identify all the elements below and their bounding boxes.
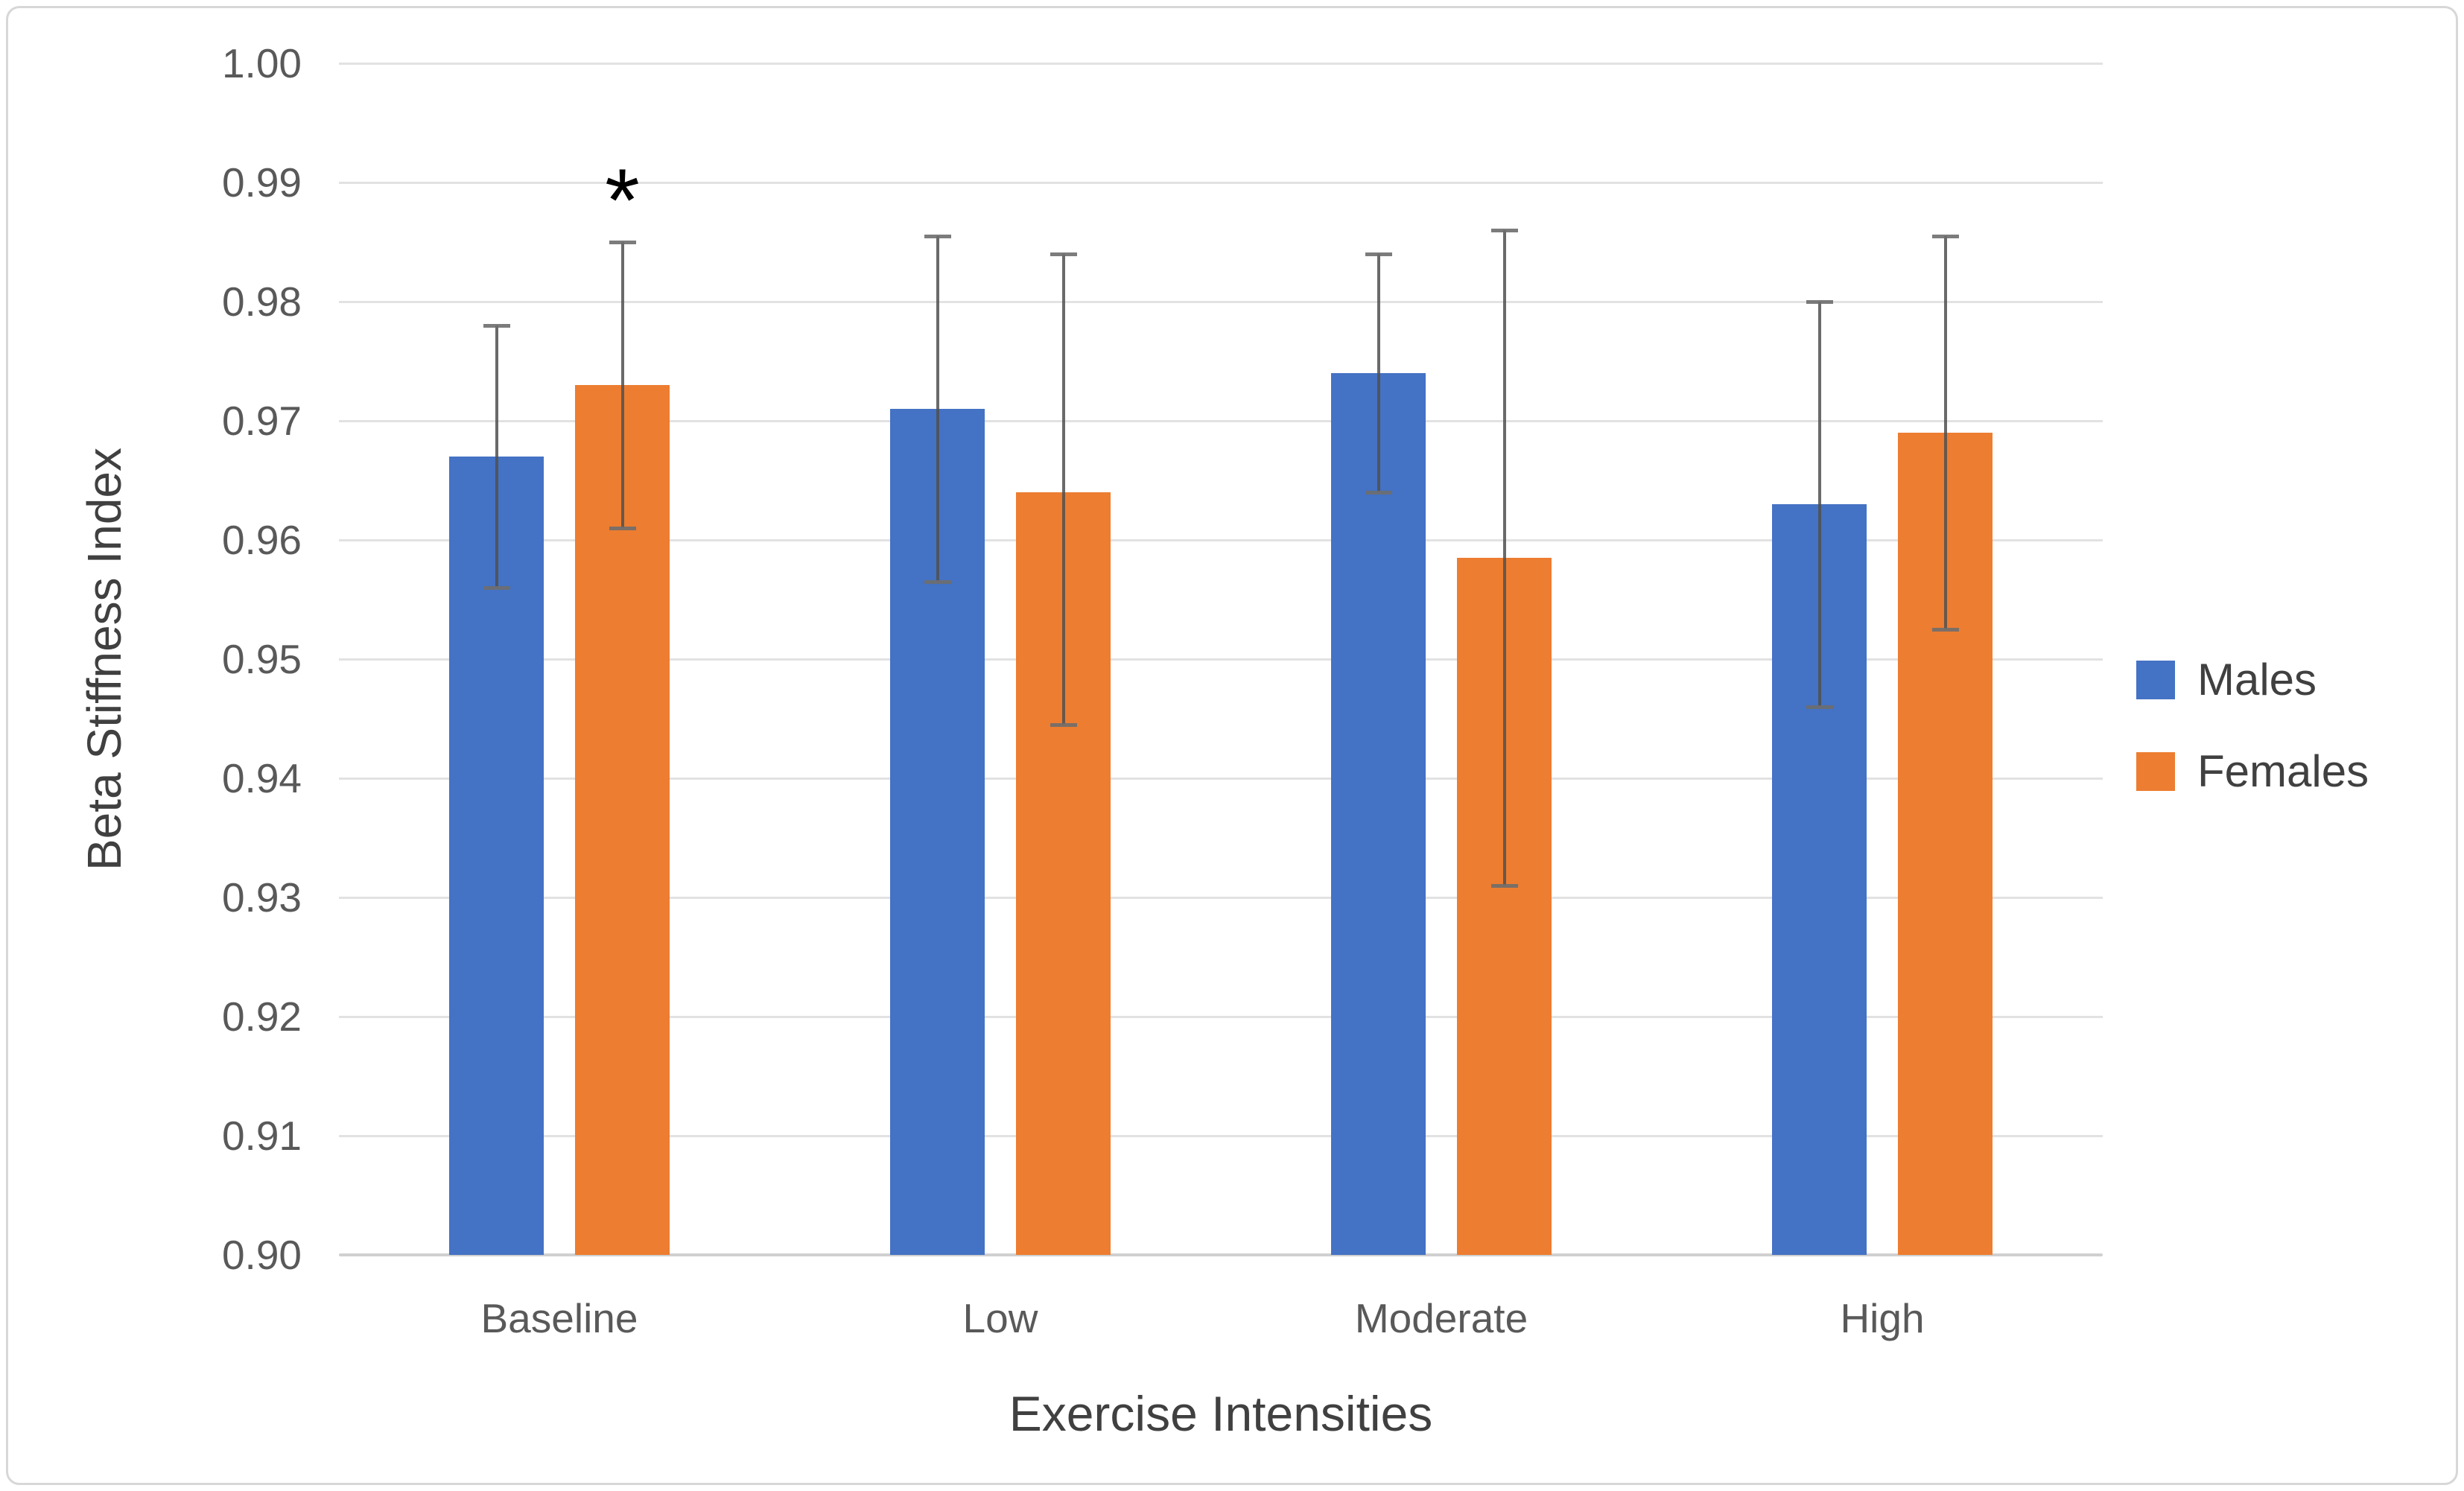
legend-label-females: Females [2197,746,2369,796]
error-bar-line [1943,236,1947,629]
y-tick-label: 0.92 [221,994,302,1040]
gridline-0.97 [339,419,2103,422]
gridline-0.99 [339,181,2103,184]
error-bar-cap-bottom [1050,723,1077,727]
error-bar-cap-top [1806,300,1833,304]
error-bar-cap-top [1931,235,1959,238]
plot-area [339,62,2103,1256]
y-tick-label: 1.00 [221,40,302,86]
y-tick-label: 0.94 [221,755,302,801]
error-bar-cap-bottom [1806,705,1833,709]
y-tick-label: 0.95 [221,636,302,682]
error-bar-line [620,242,624,528]
error-bar-cap-top [1050,252,1077,256]
legend: Males Females [2136,654,2369,837]
error-bar-cap-bottom [1365,491,1392,495]
legend-swatch-females [2136,751,2175,791]
error-bar-cap-bottom [924,580,951,584]
y-tick-label: 0.91 [221,1113,302,1159]
gridline-0.98 [339,300,2103,303]
gridline-0.96 [339,538,2103,541]
y-tick-label: 0.90 [221,1232,302,1278]
error-bar-cap-top [924,235,951,238]
error-bar-cap-bottom [1490,884,1518,888]
y-tick-label: 0.99 [221,159,302,206]
error-bar-cap-top [609,241,636,244]
legend-item-males: Males [2136,654,2369,705]
legend-swatch-males [2136,660,2175,699]
x-category-label-baseline: Baseline [480,1295,638,1341]
error-bar-cap-bottom [609,527,636,530]
x-category-label-low: Low [962,1295,1038,1341]
error-bar-line [1817,302,1821,707]
error-bar-line [936,236,939,582]
gridline-0.94 [339,777,2103,780]
legend-label-males: Males [2197,655,2317,705]
gridline-0.91 [339,1134,2103,1137]
x-category-label-moderate: Moderate [1354,1295,1528,1341]
gridline-0.93 [339,896,2103,899]
error-bar-line [1502,230,1506,886]
error-bar-line [1377,254,1380,492]
legend-item-females: Females [2136,746,2369,797]
x-axis-line [339,1253,2103,1256]
y-tick-label: 0.96 [221,517,302,563]
gridline-0.95 [339,658,2103,661]
significance-asterisk: * [605,150,640,250]
y-tick-label: 0.93 [221,874,302,921]
y-tick-label: 0.97 [221,398,302,444]
error-bar-cap-top [1490,229,1518,232]
x-axis-title: Exercise Intensities [1009,1386,1433,1441]
error-bar-cap-bottom [1931,628,1959,632]
y-tick-label: 0.98 [221,279,302,325]
x-category-label-high: High [1840,1295,1925,1341]
error-bar-line [1061,254,1065,725]
error-bar-cap-bottom [483,586,510,590]
gridline-1.00 [339,62,2103,65]
bar-males-moderate [1331,373,1426,1255]
gridline-0.92 [339,1015,2103,1018]
error-bar-cap-top [1365,252,1392,256]
error-bar-line [495,325,498,588]
error-bar-cap-top [483,324,510,328]
